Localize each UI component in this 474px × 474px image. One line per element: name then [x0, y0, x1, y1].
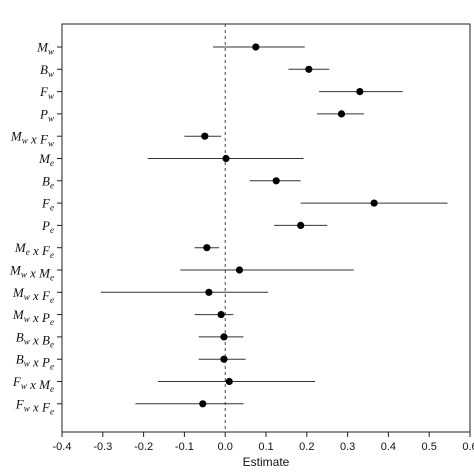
- estimate-point: [235, 266, 244, 274]
- category-label: Fe: [41, 196, 54, 213]
- category-label: Bw: [40, 62, 54, 79]
- estimate-point: [201, 132, 209, 140]
- x-tick-label: 0.6: [462, 441, 474, 453]
- estimate-point: [370, 199, 378, 207]
- x-tick-label: -0.4: [53, 441, 72, 453]
- estimate-point: [222, 154, 230, 163]
- category-label: Pw: [39, 106, 54, 123]
- category-label: Be: [42, 173, 54, 190]
- estimate-point: [337, 110, 346, 118]
- estimate-point: [199, 400, 207, 408]
- plot-frame: [61, 23, 471, 433]
- category-label: Mw x Me: [9, 263, 54, 283]
- estimate-point: [220, 333, 228, 341]
- category-label: Pe: [41, 218, 54, 235]
- estimate-point: [297, 221, 305, 229]
- category-label: Me: [38, 151, 54, 168]
- category-label: Fw x Fe: [15, 396, 54, 416]
- estimate-point: [220, 355, 228, 363]
- category-label: Fw: [39, 84, 54, 101]
- category-label: Me x Fe: [14, 240, 54, 260]
- category-label: Mw: [36, 40, 54, 57]
- x-tick-label: 0.5: [422, 441, 437, 453]
- confidence-intervals: [100, 46, 448, 405]
- x-tick-label: -0.2: [134, 441, 153, 453]
- category-label: Mw x Fw: [10, 129, 54, 149]
- category-label: Fw x Me: [12, 374, 54, 394]
- category-label: Mw x Pe: [12, 307, 54, 327]
- estimate-point: [225, 377, 233, 386]
- x-ticks: -0.4 -0.3 -0.2 -0.1 0.0 0.1 0.2 0.3 0.4 0.5 0.6: [53, 432, 474, 453]
- x-tick-label: 0.2: [299, 441, 314, 453]
- category-label: Bw x Pe: [16, 352, 54, 372]
- x-tick-label: 0.4: [381, 441, 396, 453]
- x-tick-label: 0.1: [258, 441, 273, 453]
- estimate-points: [199, 43, 378, 408]
- estimate-point: [356, 88, 364, 96]
- x-tick-label: -0.1: [175, 441, 194, 453]
- estimate-point: [252, 43, 260, 51]
- x-tick-label: -0.3: [93, 441, 112, 453]
- estimate-point: [217, 311, 225, 319]
- category-label: Bw x Be: [16, 329, 54, 349]
- x-axis-title: Estimate: [243, 455, 290, 469]
- category-label: Mw x Fe: [12, 285, 54, 305]
- estimate-point: [203, 244, 211, 252]
- estimate-point: [305, 65, 313, 73]
- x-tick-label: 0.0: [218, 441, 233, 453]
- y-ticks: [57, 46, 62, 405]
- x-tick-label: 0.3: [340, 441, 355, 453]
- estimate-point: [272, 177, 280, 185]
- estimate-point: [205, 288, 213, 296]
